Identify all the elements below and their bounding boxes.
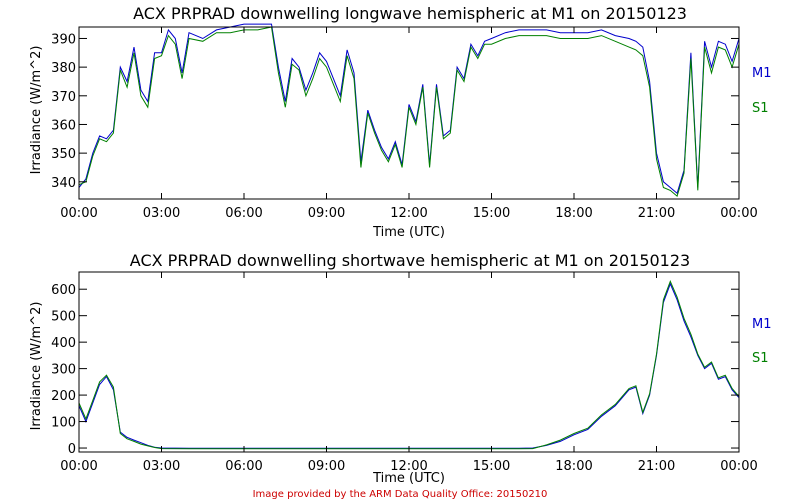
shortwave-y-tick-label: 0: [68, 442, 76, 457]
shortwave-chart-title: ACX PRPRAD downwelling shortwave hemisph…: [130, 251, 690, 270]
longwave-x-axis-label: Time (UTC): [372, 225, 445, 240]
shortwave-plot-frame: [78, 271, 740, 453]
image-credit-footer: Image provided by the ARM Data Quality O…: [253, 489, 548, 500]
longwave-x-tick-label: 21:00: [638, 206, 675, 221]
shortwave-x-tick-label: 21:00: [638, 459, 675, 474]
shortwave-x-tick-label: 15:00: [473, 459, 510, 474]
shortwave-series-m1-line: [78, 282, 740, 449]
longwave-x-tick-label: 18:00: [555, 206, 592, 221]
shortwave-x-tick-label: 12:00: [390, 459, 427, 474]
shortwave-y-tick-label: 100: [51, 416, 76, 431]
longwave-y-tick-label: 360: [51, 118, 76, 133]
shortwave-y-tick-label: 200: [51, 389, 76, 404]
longwave-x-tick-label: 09:00: [308, 206, 345, 221]
longwave-y-tick-label: 350: [51, 147, 76, 162]
shortwave-legend-s1: S1: [752, 351, 769, 366]
shortwave-x-tick-label: 18:00: [555, 459, 592, 474]
longwave-series-m1-line: [78, 23, 740, 195]
shortwave-x-ticks: 00:00 03:00 06:00 09:00 12:00 15:00 18:00 21:00…: [60, 272, 758, 474]
longwave-legend-m1: M1: [752, 66, 772, 81]
shortwave-x-tick-label: 06:00: [225, 459, 262, 474]
longwave-y-tick-label: 340: [51, 176, 76, 191]
shortwave-y-tick-label: 500: [51, 310, 76, 325]
shortwave-series-s1-line: [78, 279, 740, 450]
shortwave-x-tick-label: 03:00: [143, 459, 180, 474]
shortwave-y-axis-label: Irradiance (W/m^2): [29, 302, 44, 431]
longwave-y-tick-label: 380: [51, 61, 76, 76]
shortwave-y-tick-label: 600: [51, 283, 76, 298]
longwave-x-tick-label: 12:00: [390, 206, 427, 221]
shortwave-legend-m1: M1: [752, 317, 772, 332]
longwave-y-tick-label: 390: [51, 32, 76, 47]
shortwave-chart: ACX PRPRAD downwelling shortwave hemisph…: [29, 251, 772, 486]
longwave-y-ticks: 340 350 360 370 380 390: [51, 32, 739, 191]
shortwave-x-tick-label: 00:00: [720, 459, 757, 474]
longwave-x-tick-label: 00:00: [720, 206, 757, 221]
longwave-chart: ACX PRPRAD downwelling longwave hemisphe…: [29, 4, 772, 240]
longwave-x-tick-label: 03:00: [143, 206, 180, 221]
longwave-x-ticks: 00:00 03:00 06:00 09:00 12:00 15:00 18:00 21:00…: [60, 27, 758, 221]
longwave-x-tick-label: 00:00: [60, 206, 97, 221]
longwave-legend-s1: S1: [752, 101, 769, 116]
shortwave-x-tick-label: 09:00: [308, 459, 345, 474]
shortwave-y-tick-label: 300: [51, 363, 76, 378]
longwave-y-tick-label: 370: [51, 90, 76, 105]
longwave-series-s1-line: [78, 26, 740, 197]
longwave-chart-title: ACX PRPRAD downwelling longwave hemisphe…: [133, 4, 687, 23]
longwave-plot-area: [78, 23, 740, 200]
shortwave-y-tick-label: 400: [51, 336, 76, 351]
longwave-x-tick-label: 06:00: [225, 206, 262, 221]
shortwave-plot-area: [78, 271, 740, 453]
longwave-y-axis-label: Irradiance (W/m^2): [29, 46, 44, 175]
longwave-x-tick-label: 15:00: [473, 206, 510, 221]
shortwave-x-tick-label: 00:00: [60, 459, 97, 474]
shortwave-y-ticks: 0 100 200 300 400 500 600: [51, 283, 739, 457]
shortwave-x-axis-label: Time (UTC): [372, 471, 445, 486]
